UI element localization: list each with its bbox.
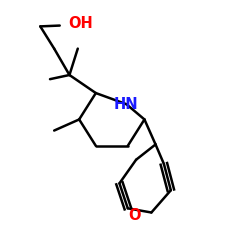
Text: HN: HN	[114, 97, 139, 112]
Text: OH: OH	[68, 16, 93, 31]
Text: O: O	[128, 208, 141, 223]
